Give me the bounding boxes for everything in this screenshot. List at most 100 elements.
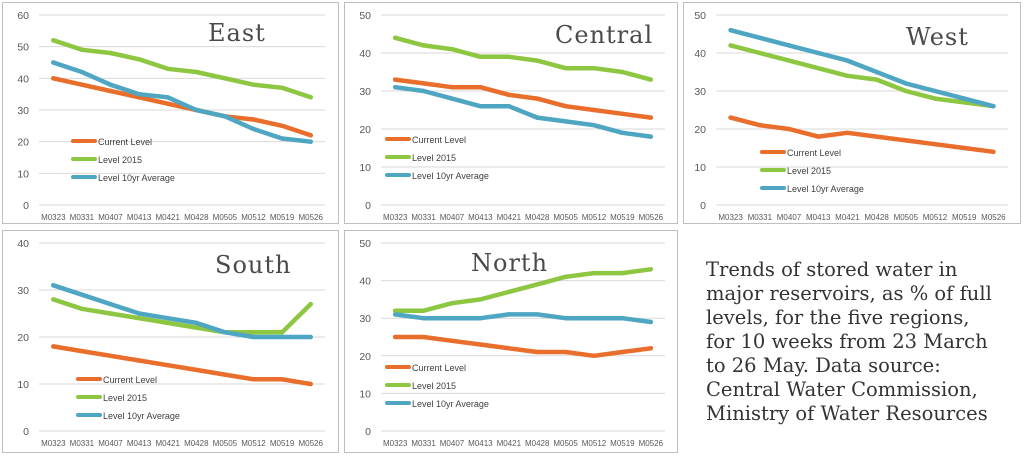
- west-avg10yr-point: [874, 69, 879, 75]
- south-series-avg10yr-line: [51, 283, 313, 340]
- chart-west: 0102030405060M0323M0331M0407M0413M0421M0…: [694, 10, 1008, 222]
- west-level2015-point: [932, 96, 938, 101]
- east-current-point: [79, 82, 85, 87]
- x-tick-label: M0519: [610, 439, 635, 448]
- south-avg10yr-point: [165, 316, 170, 321]
- y-tick-label: 30: [694, 86, 706, 98]
- south-level2015-point: [108, 311, 113, 316]
- y-tick-label: 10: [17, 168, 29, 180]
- east-current-point: [51, 76, 56, 81]
- north-avg10yr-point: [563, 316, 568, 321]
- south-current-point: [194, 367, 199, 373]
- east-level2015-point: [79, 47, 85, 53]
- north-series-level2015-line: [392, 267, 654, 313]
- north-level2015-point: [506, 289, 511, 295]
- chart-east: 0 10 20 30 40 50 60 M0323 M0331 M0407 M0413 M0421 M0…: [17, 10, 325, 222]
- south-avg10yr-point: [222, 330, 228, 335]
- y-tick-label: 0: [365, 200, 371, 212]
- legend-label-avg10yr: Level 10yr Average: [412, 171, 489, 181]
- north-avg10yr-point: [535, 312, 540, 317]
- west-avg10yr-point: [932, 88, 938, 94]
- chart-central: 0 10 20 30 40 50 M0323 M0331 M0407 M0413 M0421 M042…: [359, 10, 665, 222]
- y-tick-label: 40: [359, 48, 371, 60]
- central-avg10yr-point: [421, 88, 426, 94]
- x-tick-label: M0505: [553, 213, 578, 222]
- chart-panel-east: 0 10 20 30 40 50 60 M0323 M0331 M0407 M0413 M0421 M0…: [2, 2, 339, 224]
- x-tick-label: M0407: [98, 439, 123, 448]
- north-level2015-point: [648, 267, 653, 272]
- north-series-current-line: [392, 334, 654, 359]
- north-avg10yr-point: [421, 316, 426, 321]
- south-level2015-point: [308, 301, 313, 307]
- y-tick-label: 0: [23, 426, 29, 438]
- east-chart-title: East: [208, 19, 266, 47]
- east-level2015-point: [222, 76, 228, 81]
- y-tick-label: 10: [359, 162, 371, 174]
- y-tick-label: 40: [359, 276, 371, 288]
- x-tick-label: M0428: [184, 439, 209, 448]
- north-current-point: [563, 349, 568, 355]
- x-tick-label: M0428: [525, 213, 550, 222]
- east-avg10yr-point: [194, 107, 199, 113]
- west-current-point: [991, 149, 996, 154]
- legend-label-avg10yr: Level 10yr Average: [787, 184, 864, 194]
- x-tick-label: M0323: [383, 213, 408, 222]
- west-current-point: [932, 142, 938, 147]
- east-current-point: [308, 133, 313, 138]
- south-avg10yr-point: [51, 283, 56, 288]
- central-level2015-point: [478, 54, 483, 59]
- south-level2015-point: [165, 320, 170, 326]
- x-tick-label: M0512: [582, 439, 607, 448]
- west-series-current-line: [728, 115, 996, 155]
- central-current-point: [648, 115, 653, 120]
- central-level2015-point: [535, 58, 540, 63]
- north-avg10yr-point: [393, 312, 398, 317]
- south-level2015-point: [251, 330, 256, 335]
- x-tick-label: M0407: [440, 213, 465, 222]
- north-avg10yr-point: [591, 316, 597, 321]
- north-series-avg10yr-line: [392, 312, 654, 325]
- legend-label-current: Current Level: [98, 137, 152, 147]
- central-level2015-point: [506, 54, 511, 59]
- x-tick-label: M0519: [610, 213, 635, 222]
- east-series-avg10yr-line: [51, 60, 313, 144]
- caption-line: Central Water Commission,: [706, 378, 978, 401]
- south-current-point: [108, 353, 113, 358]
- x-tick-label: M0428: [184, 213, 209, 222]
- east-current-point: [108, 88, 113, 94]
- west-current-point: [903, 138, 908, 143]
- west-level2015-point: [728, 43, 733, 48]
- north-level2015-point: [449, 300, 455, 306]
- south-current-point: [279, 377, 285, 382]
- west-level2015-point: [962, 100, 967, 105]
- central-level2015-point: [393, 35, 398, 40]
- north-current-point: [449, 338, 455, 343]
- x-tick-label: M0526: [639, 439, 664, 448]
- x-tick-label: M0323: [41, 439, 66, 448]
- south-avg10yr-point: [108, 301, 113, 307]
- legend-label-current: Current Level: [412, 135, 466, 145]
- west-avg10yr-point: [757, 35, 762, 40]
- south-series-level2015-line: [51, 297, 313, 335]
- north-level2015-point: [478, 297, 483, 302]
- central-level2015-point: [648, 77, 653, 82]
- east-avg10yr-point: [165, 95, 170, 100]
- y-tick-label: 30: [359, 86, 371, 98]
- east-avg10yr-point: [136, 91, 142, 97]
- east-level2015-point: [136, 57, 142, 62]
- central-current-point: [563, 104, 568, 109]
- east-avg10yr-point: [108, 82, 113, 87]
- x-tick-label: M0323: [718, 213, 743, 222]
- y-tick-label: 50: [359, 238, 371, 250]
- legend-label-current: Current Level: [787, 148, 841, 158]
- x-tick-label: M0331: [70, 439, 95, 448]
- south-avg10yr-point: [308, 334, 313, 340]
- legend-label-avg10yr: Level 10yr Average: [412, 399, 489, 409]
- x-tick-label: M0526: [639, 213, 664, 222]
- north-level2015-point: [620, 270, 625, 276]
- west-series-avg10yr-line: [728, 27, 996, 109]
- y-tick-label: 20: [359, 351, 371, 363]
- y-tick-label: 10: [17, 379, 29, 391]
- west-avg10yr-point: [816, 50, 821, 56]
- south-series-current-line: [51, 344, 313, 387]
